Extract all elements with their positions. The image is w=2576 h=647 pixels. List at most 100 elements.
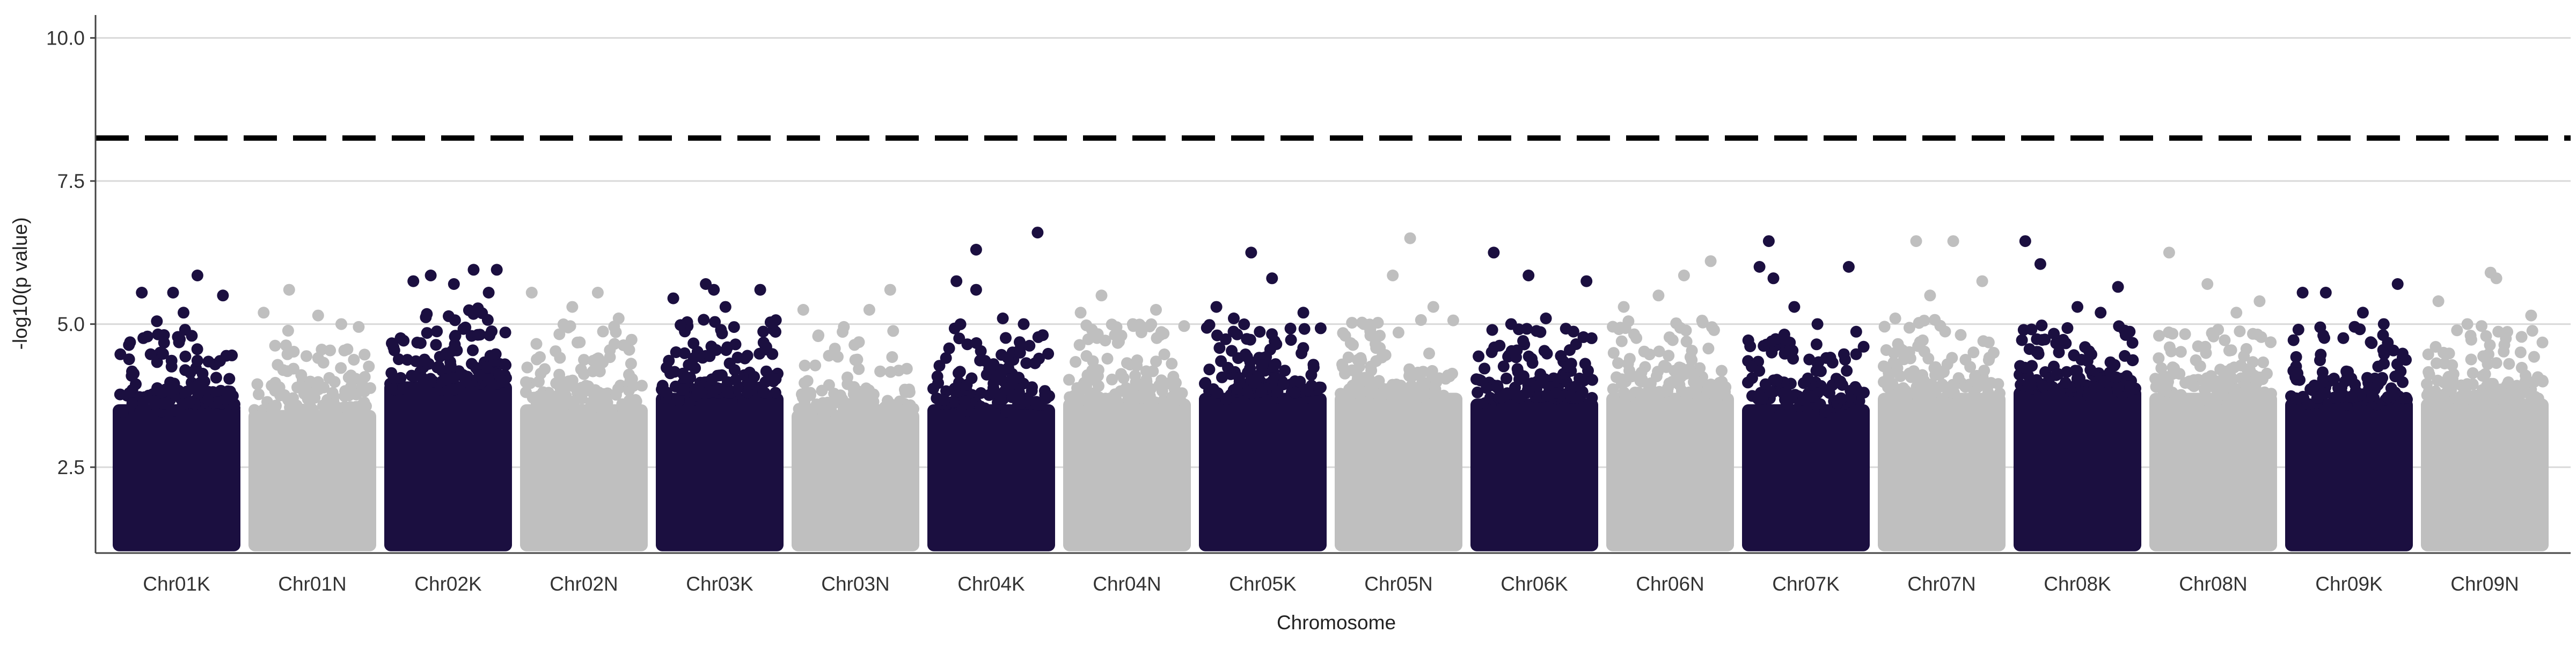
data-point	[2039, 333, 2051, 346]
data-point	[764, 316, 777, 329]
data-point	[1372, 317, 1384, 329]
data-point	[729, 338, 742, 351]
data-point	[1006, 391, 1018, 403]
data-point	[324, 403, 336, 416]
data-point	[2314, 354, 2326, 366]
data-point	[1101, 353, 1114, 365]
data-point	[2451, 324, 2463, 337]
data-point	[114, 348, 127, 360]
data-point	[1472, 386, 1484, 398]
data-point	[2520, 369, 2531, 382]
dense-band	[1606, 392, 1734, 551]
data-point	[1841, 365, 1853, 377]
data-point	[678, 347, 691, 359]
data-point	[1307, 359, 1320, 371]
data-point	[675, 319, 687, 331]
data-point	[1000, 332, 1012, 344]
data-point	[678, 383, 690, 396]
data-point	[1314, 322, 1327, 335]
data-point	[1534, 326, 1547, 338]
data-point	[1279, 365, 1291, 377]
data-point	[1742, 334, 1754, 346]
data-point	[1241, 351, 1253, 363]
peak-point	[1150, 304, 1162, 316]
data-point	[1226, 345, 1238, 357]
data-point	[575, 363, 587, 375]
data-point	[546, 400, 558, 412]
data-point	[2153, 352, 2165, 365]
data-point	[2019, 361, 2031, 374]
data-point	[1392, 326, 1404, 339]
data-point	[1266, 328, 1278, 340]
data-point	[769, 387, 781, 399]
data-point	[1413, 367, 1425, 380]
data-point	[2219, 334, 2231, 346]
data-point	[1451, 393, 1462, 405]
series-chr04n	[1063, 289, 1191, 551]
data-point	[1001, 352, 1014, 364]
data-point	[1386, 379, 1399, 391]
data-point	[2337, 332, 2350, 344]
data-point	[836, 393, 848, 405]
data-point	[1213, 342, 1226, 354]
data-point	[1267, 375, 1279, 387]
data-point	[436, 384, 448, 396]
data-point	[625, 358, 637, 370]
data-point	[1201, 322, 1213, 334]
data-point	[1939, 325, 1951, 338]
data-point	[704, 350, 716, 362]
data-point	[564, 398, 576, 410]
data-point	[1254, 326, 1266, 338]
data-point	[2244, 365, 2256, 377]
series-chr05n	[1335, 232, 1462, 551]
data-point	[1810, 338, 1823, 351]
data-point	[1643, 348, 1656, 361]
data-point	[183, 396, 195, 409]
data-point	[2484, 339, 2496, 351]
peak-point	[178, 307, 189, 319]
data-point	[2265, 336, 2277, 348]
dense-band	[1063, 398, 1191, 551]
data-point	[1692, 376, 1704, 388]
data-point	[1363, 384, 1375, 396]
data-point	[1305, 369, 1318, 381]
data-point	[1675, 385, 1688, 397]
data-point	[1964, 361, 1977, 373]
data-point	[1653, 345, 1665, 358]
data-point	[408, 370, 420, 383]
data-point	[2197, 394, 2208, 406]
data-point	[953, 332, 965, 345]
data-point	[1485, 346, 1498, 358]
dense-band	[1335, 392, 1462, 551]
data-point	[1586, 392, 1598, 404]
data-point	[269, 339, 281, 352]
dense-band	[1199, 392, 1327, 551]
data-point	[1916, 384, 1928, 396]
peak-point	[591, 287, 604, 299]
dense-band	[2014, 387, 2141, 551]
data-point	[2192, 340, 2204, 352]
data-point	[728, 321, 740, 333]
x-tick-label-chr01k: Chr01K	[143, 573, 210, 595]
data-point	[953, 367, 964, 379]
data-point	[196, 367, 209, 380]
data-point	[975, 387, 987, 399]
data-point	[1494, 339, 1506, 352]
peak-point	[1358, 318, 1370, 330]
data-point	[1346, 317, 1358, 329]
data-point	[1421, 393, 1432, 405]
data-point	[2025, 323, 2038, 336]
peak-point	[997, 312, 1009, 324]
data-point	[2287, 334, 2300, 346]
peak-point	[1889, 312, 1901, 324]
data-point	[141, 330, 153, 343]
tick-labels: 2.5 5.0 7.5 10.0 Chr01K Chr01N Chr02K Chr02N Chr…	[46, 27, 2519, 595]
data-point	[1838, 348, 1850, 360]
data-point	[1850, 348, 1862, 360]
data-point	[2345, 390, 2358, 403]
data-point	[158, 397, 170, 410]
data-point	[363, 360, 375, 373]
peak-point	[2357, 307, 2369, 319]
data-point	[1982, 354, 1995, 366]
peak-point	[525, 287, 538, 299]
